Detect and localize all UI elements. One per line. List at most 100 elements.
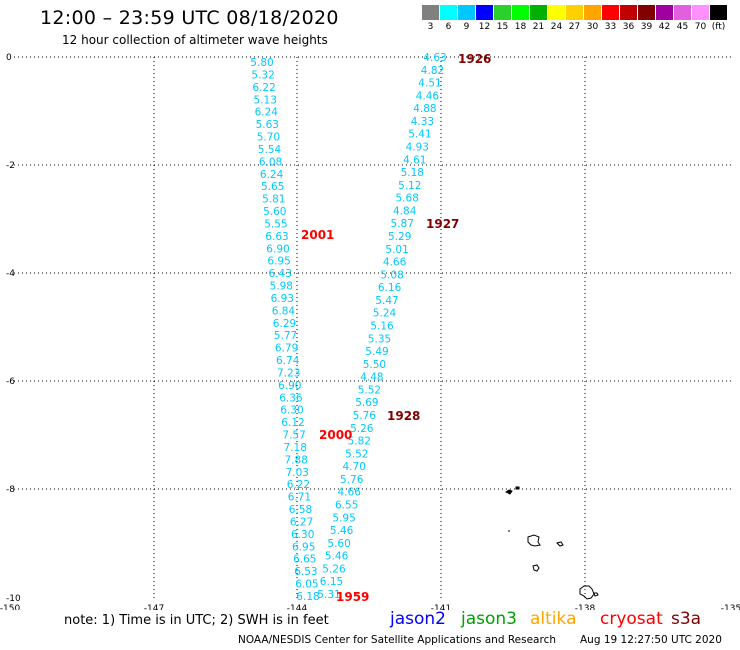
swh-value: 6.63 (265, 231, 288, 243)
time-label: 1928 (387, 409, 420, 423)
swh-value: 5.63 (256, 119, 279, 131)
swh-value: 6.24 (260, 169, 284, 181)
x-tick-label: -141 (431, 604, 451, 610)
y-tick-label: 0 (6, 53, 12, 63)
swh-value: 5.24 (373, 308, 397, 320)
y-tick-label: -6 (6, 377, 15, 387)
color-swatch (476, 5, 493, 20)
swh-value: 6.30 (291, 529, 314, 541)
swh-value: 5.35 (368, 333, 391, 345)
swh-value: 7.57 (282, 430, 305, 442)
swh-value: 6.22 (287, 479, 310, 491)
swh-value: 6.74 (276, 355, 300, 367)
swh-value: 5.08 (380, 269, 403, 281)
swh-value: 6.71 (288, 492, 311, 504)
time-labels: 1926 1927 1928 2001 2000 1959 (301, 52, 491, 604)
swh-value: 5.95 (332, 512, 355, 524)
swh-value: 5.76 (353, 410, 377, 422)
color-swatch (530, 5, 547, 20)
swh-value: 4.66 (338, 487, 362, 499)
swh-value: 5.80 (250, 57, 273, 69)
swh-value: 5.82 (348, 436, 371, 448)
color-scale-label: 12 (478, 22, 491, 32)
color-scale-label: 70 (694, 22, 707, 32)
color-swatch (494, 5, 511, 20)
color-swatch (602, 5, 619, 20)
swh-value: 5.26 (350, 423, 374, 435)
color-swatch (710, 5, 727, 20)
swh-value: 4.82 (421, 65, 444, 77)
color-swatch (656, 5, 673, 20)
y-tick-label: -2 (6, 161, 15, 171)
color-scale-label: 18 (514, 22, 527, 32)
swh-value: 4.66 (383, 257, 407, 269)
swh-value: 6.58 (289, 504, 312, 516)
color-swatch (674, 5, 691, 20)
time-label: 1927 (426, 217, 459, 231)
y-tick-label: -8 (6, 485, 15, 495)
color-scale-label: 27 (568, 22, 581, 32)
legend-item-jason3: jason3 (461, 609, 517, 629)
swh-value: 4.84 (393, 205, 417, 217)
color-swatch (638, 5, 655, 20)
x-tick-label: -150 (0, 604, 20, 610)
swh-value: 5.26 (322, 563, 346, 575)
swh-value: 6.65 (293, 554, 316, 566)
island-shape (532, 564, 540, 572)
swh-value: 4.48 (360, 372, 383, 384)
x-tick-label: -138 (575, 604, 596, 610)
swh-value: 5.54 (258, 144, 282, 156)
swh-value: 5.13 (254, 94, 277, 106)
timestamp-text: Aug 19 12:27:50 UTC 2020 (580, 634, 722, 646)
note-text: note: 1) Time is in UTC; 2) SWH is in fe… (64, 613, 329, 628)
swh-value: 5.76 (340, 474, 364, 486)
axis-tick-labels: -150 -147 -144 -141 -138 -135 0 -2 -4 -6 -8 -10 (0, 53, 740, 610)
time-label: 1959 (336, 590, 369, 604)
x-tick-label: -135 (721, 604, 740, 610)
color-scale-label: 33 (604, 22, 617, 32)
color-scale-label: 15 (496, 22, 509, 32)
swh-value: 5.52 (345, 448, 368, 460)
color-scale-label: 24 (550, 22, 563, 32)
time-label: 2000 (319, 428, 352, 442)
color-scale-label: 36 (622, 22, 635, 32)
swh-value: 5.52 (358, 384, 381, 396)
color-scale-label: 39 (640, 22, 653, 32)
color-scale-label: 30 (586, 22, 599, 32)
swh-value: 6.18 (296, 591, 319, 603)
wave-height-map: -150 -147 -144 -141 -138 -135 0 -2 -4 -6 -8 -10 5.8… (0, 52, 740, 610)
legend-item-s3a: s3a (671, 609, 702, 629)
swh-value: 4.51 (418, 78, 441, 90)
swh-value: 6.24 (255, 107, 279, 119)
swh-value: 4.93 (406, 142, 429, 154)
legend-item-jason2: jason2 (390, 609, 446, 629)
island-shape (556, 541, 564, 547)
swh-value: 4.70 (343, 461, 366, 473)
color-swatch (512, 5, 529, 20)
swh-value: 5.70 (257, 132, 280, 144)
swh-value: 6.79 (275, 343, 298, 355)
swh-value: 6.93 (271, 293, 294, 305)
swh-value: 6.30 (280, 405, 303, 417)
time-label: 2001 (301, 228, 334, 242)
credit-text: NOAA/NESDIS Center for Satellite Applica… (238, 634, 556, 646)
swh-value: 6.08 (259, 156, 282, 168)
color-swatch (440, 5, 457, 20)
swh-value: 6.90 (266, 243, 289, 255)
altimeter-tracks: 5.805.326.225.136.245.635.705.546.086.24… (250, 52, 446, 603)
swh-value: 4.61 (403, 154, 426, 166)
island-shape (505, 489, 513, 495)
swh-value: 4.46 (416, 90, 440, 102)
swh-value: 4.63 (423, 52, 446, 64)
swh-value: 5.50 (363, 359, 386, 371)
page-subtitle: 12 hour collection of altimeter wave hei… (62, 33, 328, 47)
swh-value: 5.46 (325, 551, 349, 563)
swh-value: 7.03 (286, 467, 309, 479)
swh-value: 5.65 (261, 181, 284, 193)
color-swatch (566, 5, 583, 20)
swh-value: 5.12 (398, 180, 421, 192)
swh-value: 5.31 (317, 589, 340, 601)
island-outlines (505, 486, 599, 600)
swh-value: 6.90 (278, 380, 301, 392)
swh-value: 4.88 (413, 103, 436, 115)
